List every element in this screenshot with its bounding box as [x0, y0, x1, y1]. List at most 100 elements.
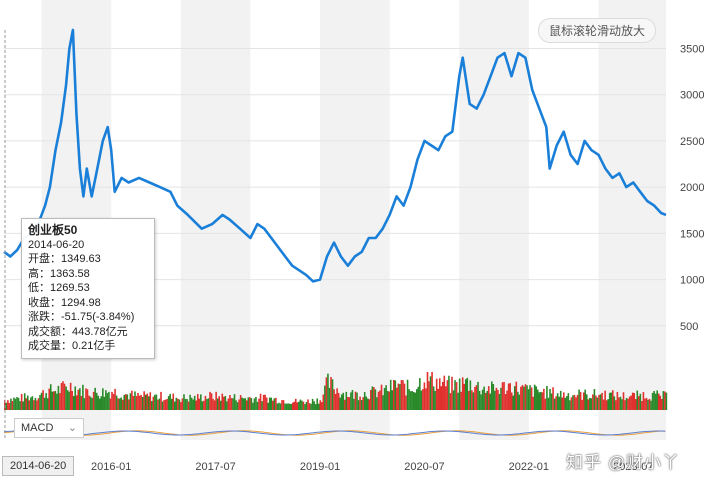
volume-bar [249, 397, 251, 410]
volume-bar [486, 390, 489, 410]
tooltip-row: 成交量：0.21亿手 [28, 340, 116, 352]
volume-bar [466, 377, 469, 410]
volume-bar [621, 399, 623, 410]
volume-bar [618, 397, 620, 410]
volume-bar [659, 395, 662, 410]
volume-bar [66, 390, 69, 410]
y-tick-label: 2500 [680, 136, 704, 148]
volume-bar [233, 394, 236, 410]
volume-bar [423, 382, 426, 410]
volume-bar [135, 395, 138, 410]
volume-bar [313, 401, 315, 410]
volume-bar [622, 392, 625, 410]
volume-bar [198, 398, 201, 410]
volume-bar [487, 386, 490, 410]
volume-bar [605, 400, 608, 410]
volume-bar [628, 396, 631, 410]
volume-bar [589, 397, 591, 410]
x-tick-label: 2016-01 [91, 461, 131, 473]
volume-bar [229, 395, 231, 410]
volume-bar [204, 395, 207, 410]
volume-bar [118, 398, 121, 410]
volume-bar [625, 397, 628, 410]
volume-bar [503, 381, 505, 410]
volume-bar [91, 397, 93, 410]
volume-bar [183, 394, 185, 410]
volume-bar [334, 393, 337, 410]
volume-bar [463, 383, 466, 410]
volume-bar [604, 390, 606, 410]
volume-bar [379, 390, 381, 410]
volume-bar [553, 398, 556, 410]
volume-bar [290, 403, 292, 410]
volume-bar [77, 389, 80, 410]
volume-bar [75, 395, 78, 410]
volume-bar [432, 386, 435, 410]
volume-bar [445, 386, 447, 410]
volume-bar [267, 402, 270, 410]
chevron-down-icon[interactable]: ⌄ [67, 422, 77, 434]
y-tick-label: 500 [680, 321, 698, 333]
volume-bar [250, 398, 253, 410]
volume-bar [360, 399, 363, 410]
y-tick-label: 3500 [680, 43, 704, 55]
volume-bar [549, 388, 551, 410]
volume-bar [451, 376, 453, 410]
x-tick-label: 2022-01 [509, 461, 549, 473]
volume-bar [215, 391, 217, 410]
volume-bar [461, 377, 464, 410]
volume-bar [19, 401, 21, 410]
volume-bar [276, 403, 279, 410]
volume-bar [226, 401, 228, 410]
volume-bar [391, 390, 394, 410]
volume-bar [644, 398, 646, 410]
volume-bar [53, 391, 55, 410]
volume-bar [14, 398, 17, 410]
volume-bar [322, 394, 325, 410]
volume-bar [331, 379, 334, 410]
volume-bar [252, 402, 254, 410]
volume-bar [475, 385, 478, 410]
volume-bar [457, 392, 459, 410]
volume-bar [34, 397, 37, 410]
x-tick-label: 2023-07 [613, 461, 653, 473]
volume-bar [206, 398, 208, 410]
volume-bar [377, 391, 380, 410]
volume-bar [417, 386, 420, 410]
indicator-select[interactable]: MACD ⌄ [14, 418, 84, 438]
volume-bar [365, 396, 368, 410]
volume-bar [362, 397, 364, 410]
volume-bar [356, 392, 358, 410]
volume-bar [392, 380, 395, 410]
volume-bar [374, 389, 377, 410]
volume-bar [582, 392, 585, 410]
volume-bar [431, 372, 433, 410]
volume-bar [428, 381, 430, 410]
volume-bar [279, 403, 282, 410]
volume-bar [472, 392, 475, 410]
volume-bar [363, 392, 366, 410]
volume-bar [209, 391, 211, 410]
volume-bar [641, 400, 643, 410]
volume-bar [189, 394, 191, 410]
volume-bar [23, 393, 26, 410]
volume-bar [647, 399, 649, 410]
year-band [320, 0, 390, 440]
volume-bar [16, 397, 18, 410]
y-tick-label: 1000 [680, 275, 704, 287]
volume-bar [218, 396, 221, 410]
volume-bar [480, 394, 482, 410]
volume-bar [590, 398, 593, 410]
volume-bar [471, 390, 473, 410]
volume-bar [662, 391, 665, 410]
volume-bar [65, 386, 67, 410]
volume-bar [4, 399, 6, 410]
volume-bar [22, 401, 24, 410]
volume-bar [532, 396, 534, 410]
volume-bar [517, 391, 519, 410]
volume-bar [408, 389, 410, 410]
volume-bar [232, 398, 234, 410]
volume-bar [319, 400, 322, 410]
volume-bar [154, 394, 156, 410]
